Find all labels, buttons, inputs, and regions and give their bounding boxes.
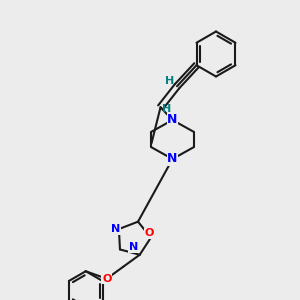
Text: O: O bbox=[144, 228, 154, 239]
Text: H: H bbox=[165, 76, 174, 86]
Text: H: H bbox=[163, 104, 172, 114]
Text: N: N bbox=[167, 152, 178, 166]
Text: O: O bbox=[102, 274, 111, 284]
Text: N: N bbox=[111, 224, 120, 235]
Text: N: N bbox=[129, 242, 138, 253]
Text: N: N bbox=[167, 113, 178, 127]
